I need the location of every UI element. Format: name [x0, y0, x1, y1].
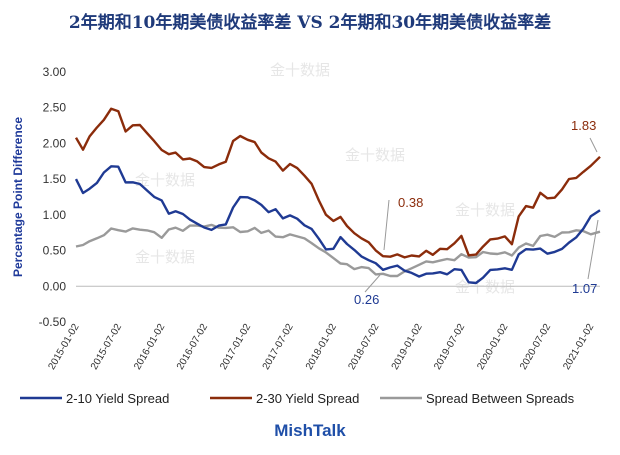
- x-tick-label: 2016-07-02: [175, 322, 210, 372]
- annotation-label: 1.07: [572, 281, 597, 296]
- x-tick-label: 2017-07-02: [261, 322, 296, 372]
- y-tick-label: 2.00: [43, 136, 67, 150]
- annotation-label: 0.38: [398, 195, 423, 210]
- annotation-label: 1.83: [571, 118, 596, 133]
- series-line: [75, 223, 601, 278]
- annotation-leader-line: [589, 137, 598, 153]
- watermark-text: 金十数据: [345, 146, 405, 164]
- x-tick-label: 2015-01-02: [46, 322, 81, 372]
- y-tick-label: -0.50: [39, 315, 67, 329]
- series-line: [74, 107, 601, 259]
- annotation-leader-line: [383, 199, 390, 251]
- watermark-text: 金十数据: [270, 61, 330, 79]
- y-axis-ticks: 3.00 2.50 2.00 1.50 1.00 0.50 0.00 -0.50: [39, 65, 67, 329]
- legend-label: Spread Between Spreads: [426, 391, 575, 406]
- x-tick-label: 2017-01-02: [218, 322, 253, 372]
- legend-label: 2-10 Yield Spread: [66, 391, 169, 406]
- x-tick-label: 2018-01-02: [304, 322, 339, 372]
- x-tick-label: 2016-01-02: [132, 322, 167, 372]
- x-tick-label: 2018-07-02: [346, 322, 381, 372]
- y-tick-label: 0.00: [43, 279, 67, 293]
- annotation-layer: 0.38 0.26 1.83 1.07: [354, 118, 599, 307]
- y-tick-label: 3.00: [43, 65, 67, 79]
- x-tick-label: 2020-07-02: [518, 322, 553, 372]
- y-tick-label: 1.50: [43, 172, 67, 186]
- x-tick-label: 2019-07-02: [432, 322, 467, 372]
- x-tick-label: 2021-01-02: [561, 322, 596, 372]
- y-axis-label: Percentage Point Difference: [11, 117, 25, 277]
- watermark-text: 金十数据: [455, 278, 515, 296]
- legend-label: 2-30 Yield Spread: [256, 391, 359, 406]
- x-axis-ticks: 2015-01-02 2015-07-02 2016-01-02 2016-07-02…: [46, 322, 596, 372]
- chart-legend: 2-10 Yield Spread 2-30 Yield Spread Spread…: [20, 391, 575, 406]
- y-tick-label: 1.00: [43, 208, 67, 222]
- y-tick-label: 0.50: [43, 244, 67, 258]
- annotation-leader-line: [587, 219, 599, 280]
- brand-footer: MishTalk: [274, 421, 346, 440]
- watermark-text: 金十数据: [135, 248, 195, 266]
- x-tick-label: 2019-01-02: [390, 322, 425, 372]
- annotation-label: 0.26: [354, 292, 379, 307]
- x-tick-label: 2020-01-02: [475, 322, 510, 372]
- x-tick-label: 2015-07-02: [89, 322, 124, 372]
- chart-title: 2年期和10年期美债收益率差 VS 2年期和30年期美债收益率差: [68, 13, 552, 33]
- annotation-leader-line: [364, 274, 381, 293]
- watermark-text: 金十数据: [135, 171, 195, 189]
- y-tick-label: 2.50: [43, 101, 67, 115]
- series-line: [74, 165, 601, 285]
- watermark-text: 金十数据: [455, 201, 515, 219]
- series-layer: [74, 107, 601, 285]
